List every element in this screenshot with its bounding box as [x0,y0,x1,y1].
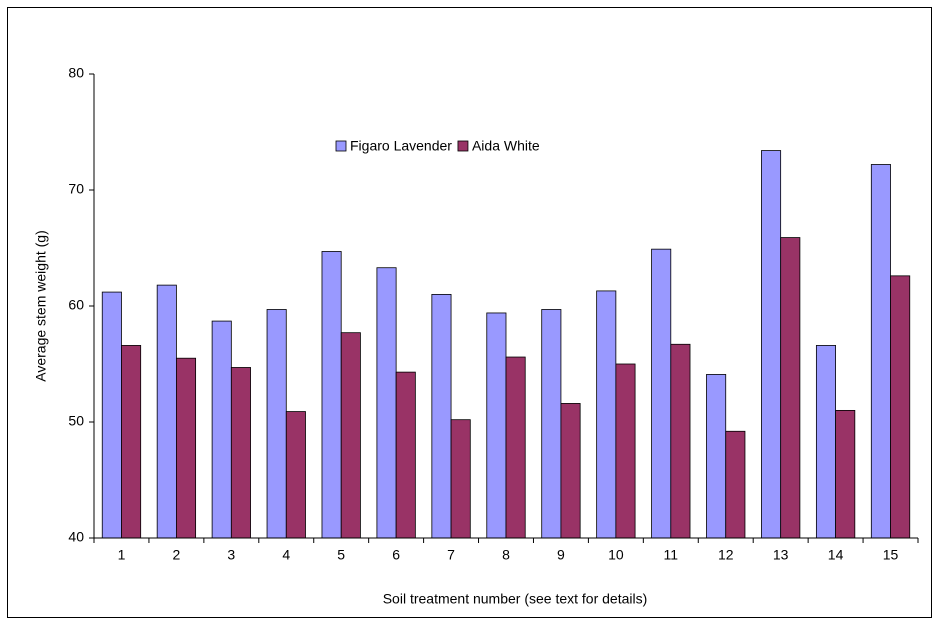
y-tick-label: 40 [68,529,84,545]
x-tick-label: 4 [282,547,290,563]
bar [230,367,251,539]
bar [450,419,471,539]
bar [761,150,782,539]
legend-label: Aida White [472,138,540,154]
bar [156,284,177,539]
x-tick-label: 11 [664,547,679,563]
bar [376,267,397,539]
y-tick-label: 50 [68,413,84,429]
x-tick-label: 2 [173,547,181,563]
bar [706,374,727,539]
bar [870,164,891,539]
bar [651,248,672,539]
x-tick-label: 3 [227,547,235,563]
bar [285,411,306,539]
x-axis-label: Soil treatment number (see text for deta… [383,591,648,607]
y-tick-label: 70 [68,181,84,197]
y-tick-label: 80 [68,65,84,81]
bar [780,237,801,539]
bar [175,357,197,539]
bar [340,332,361,539]
bar [670,343,691,539]
bar [505,356,526,539]
x-tick-label: 6 [392,547,400,563]
x-tick-label: 9 [557,547,565,563]
x-tick-label: 13 [773,547,789,563]
x-tick-label: 1 [118,547,126,563]
bar [815,345,837,539]
x-tick-label: 15 [883,547,899,563]
x-tick-label: 7 [447,547,455,563]
bar [101,291,122,539]
x-tick-label: 12 [718,547,734,563]
x-tick-label: 5 [337,547,345,563]
bar [560,403,581,539]
x-tick-label: 10 [608,547,624,563]
bar [431,293,452,539]
legend-swatch [457,140,469,152]
x-tick-label: 14 [828,547,844,563]
bar [596,290,617,539]
bar [615,363,636,539]
legend-swatch [335,140,347,152]
bar [486,312,507,539]
bar [395,371,416,539]
y-tick-label: 60 [68,297,84,313]
bar [121,345,142,539]
y-axis-label: Average stem weight (g) [33,230,49,381]
bar [266,309,287,539]
bar [541,309,562,539]
bar [890,275,911,539]
bar [211,320,232,539]
legend-label: Figaro Lavender [350,138,452,154]
bar [321,251,342,539]
bar [835,409,856,539]
x-tick-label: 8 [502,547,510,563]
bar [725,430,746,539]
